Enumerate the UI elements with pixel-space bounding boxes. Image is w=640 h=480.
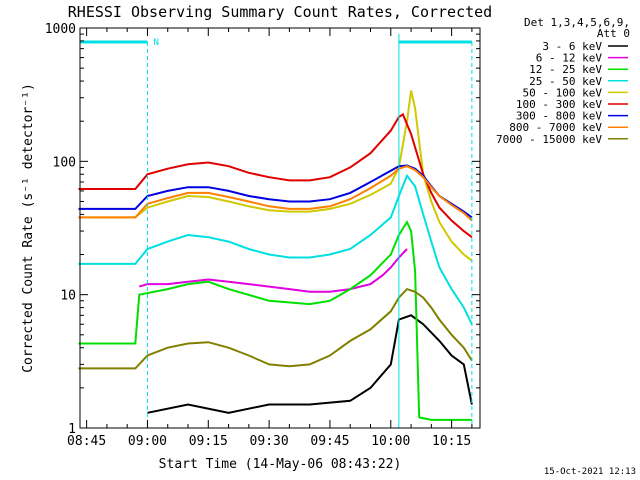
x-axis: 08:45 09:00 09:15 09:30 09:45 10:00 10:15 — [67, 28, 473, 449]
y-tick-label: 100 — [53, 155, 76, 170]
legend-label-4: 50 - 100 keV — [523, 86, 603, 99]
legend-label-2: 12 - 25 keV — [529, 63, 602, 76]
x-tick-label: 09:45 — [310, 434, 349, 449]
chart-title: RHESSI Observing Summary Count Rates, Co… — [68, 3, 492, 21]
series-line-1 — [139, 248, 408, 293]
series-line-5 — [78, 112, 473, 238]
x-tick-label: 09:00 — [128, 434, 167, 449]
y-tick-label: 10 — [60, 289, 76, 304]
legend-label-6: 300 - 800 keV — [516, 110, 602, 123]
x-tick-label: 10:00 — [371, 434, 410, 449]
legend-label-1: 6 - 12 keV — [536, 52, 603, 65]
observing-flag-label: N — [153, 38, 158, 48]
legend-label-5: 100 - 300 keV — [516, 98, 602, 111]
series-line-8 — [78, 287, 473, 370]
series-layer — [78, 90, 473, 421]
series-line-4 — [78, 90, 473, 262]
x-tick-label: 09:15 — [189, 434, 228, 449]
x-tick-label: 10:15 — [432, 434, 471, 449]
y-tick-label: 1 — [68, 422, 76, 437]
plot-timestamp: 15-Oct-2021 12:13 — [544, 467, 636, 477]
y-axis: 1 10 100 1000 — [45, 22, 480, 437]
series-line-2 — [78, 219, 472, 421]
series-line-7 — [78, 165, 473, 222]
series-line-0 — [147, 314, 473, 414]
legend-label-8: 7000 - 15000 keV — [496, 133, 602, 146]
legend-header-line2: Att 0 — [597, 27, 630, 40]
legend-label-7: 800 - 7000 keV — [509, 121, 602, 134]
x-axis-label: Start Time (14-May-06 08:43:22) — [159, 457, 402, 472]
legend-label-0: 3 - 6 keV — [542, 40, 602, 53]
plot-frame — [79, 27, 481, 429]
series-line-3 — [78, 173, 473, 325]
x-tick-label: 08:45 — [67, 434, 106, 449]
y-axis-label: Corrected Count Rate (s⁻¹ detector⁻¹) — [21, 83, 36, 373]
x-tick-label: 09:30 — [250, 434, 289, 449]
series-line-6 — [78, 164, 473, 219]
y-tick-label: 1000 — [45, 22, 76, 37]
legend-header-line1: Det 1,3,4,5,6,9, — [524, 16, 630, 29]
legend-label-3: 25 - 50 keV — [529, 75, 602, 88]
overlay-layer: N — [80, 34, 473, 428]
